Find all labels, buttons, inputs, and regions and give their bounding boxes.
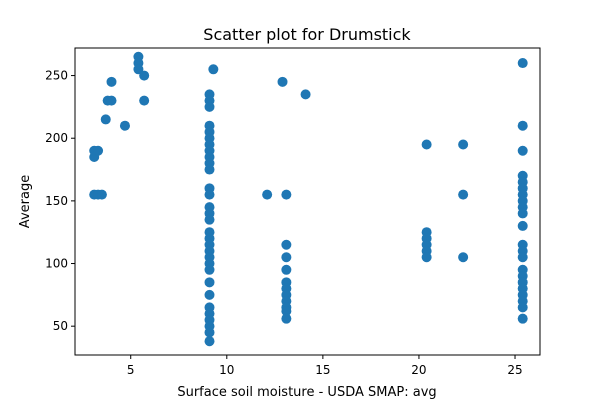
x-tick-label-3: 20 <box>411 363 426 377</box>
data-point-6 <box>100 114 111 125</box>
data-point-51 <box>281 239 292 250</box>
data-point-46 <box>204 327 215 338</box>
data-point-62 <box>421 139 432 150</box>
data-point-73 <box>517 145 528 156</box>
data-point-81 <box>517 220 528 231</box>
data-point-14 <box>139 70 150 81</box>
data-point-84 <box>517 252 528 263</box>
data-point-61 <box>300 89 311 100</box>
data-point-72 <box>517 120 528 131</box>
x-axis-ticks: 5 10 15 20 25 <box>127 355 523 377</box>
data-point-39 <box>204 264 215 275</box>
data-point-19 <box>204 101 215 112</box>
data-point-41 <box>204 289 215 300</box>
chart-title: Scatter plot for Drumstick <box>203 25 411 44</box>
x-tick-label-4: 25 <box>507 363 522 377</box>
plot-frame <box>74 47 541 356</box>
data-point-67 <box>421 252 432 263</box>
data-point-70 <box>458 252 469 263</box>
data-point-8 <box>106 95 117 106</box>
data-point-9 <box>106 76 117 87</box>
data-point-80 <box>517 208 528 219</box>
data-point-49 <box>277 76 288 87</box>
data-point-91 <box>517 302 528 313</box>
x-tick-label-2: 15 <box>315 363 330 377</box>
data-point-27 <box>204 164 215 175</box>
data-point-40 <box>204 277 215 288</box>
data-point-60 <box>281 313 292 324</box>
data-points <box>89 51 528 347</box>
data-point-59 <box>281 306 292 317</box>
y-tick-label-2: 150 <box>45 194 68 208</box>
data-point-16 <box>208 64 219 75</box>
data-point-52 <box>281 252 292 263</box>
data-point-5 <box>96 189 107 200</box>
data-point-3 <box>93 145 104 156</box>
data-point-32 <box>204 214 215 225</box>
data-point-68 <box>458 139 469 150</box>
y-axis-ticks: 50 100 150 200 250 <box>45 69 75 333</box>
data-point-10 <box>119 120 130 131</box>
y-tick-label-3: 200 <box>45 131 68 145</box>
data-point-15 <box>139 95 150 106</box>
x-tick-label-0: 5 <box>127 363 135 377</box>
data-point-92 <box>517 313 528 324</box>
y-tick-label-1: 100 <box>45 257 68 271</box>
data-point-71 <box>517 58 528 69</box>
data-point-50 <box>281 189 292 200</box>
y-axis-label: Average <box>18 175 33 228</box>
data-point-47 <box>204 336 215 347</box>
data-point-53 <box>281 264 292 275</box>
x-tick-label-1: 10 <box>219 363 234 377</box>
y-tick-label-4: 250 <box>45 69 68 83</box>
data-point-29 <box>204 189 215 200</box>
x-axis-label: Surface soil moisture - USDA SMAP: avg <box>177 385 436 400</box>
y-tick-label-0: 50 <box>53 319 68 333</box>
data-point-69 <box>458 189 469 200</box>
data-point-48 <box>262 189 273 200</box>
